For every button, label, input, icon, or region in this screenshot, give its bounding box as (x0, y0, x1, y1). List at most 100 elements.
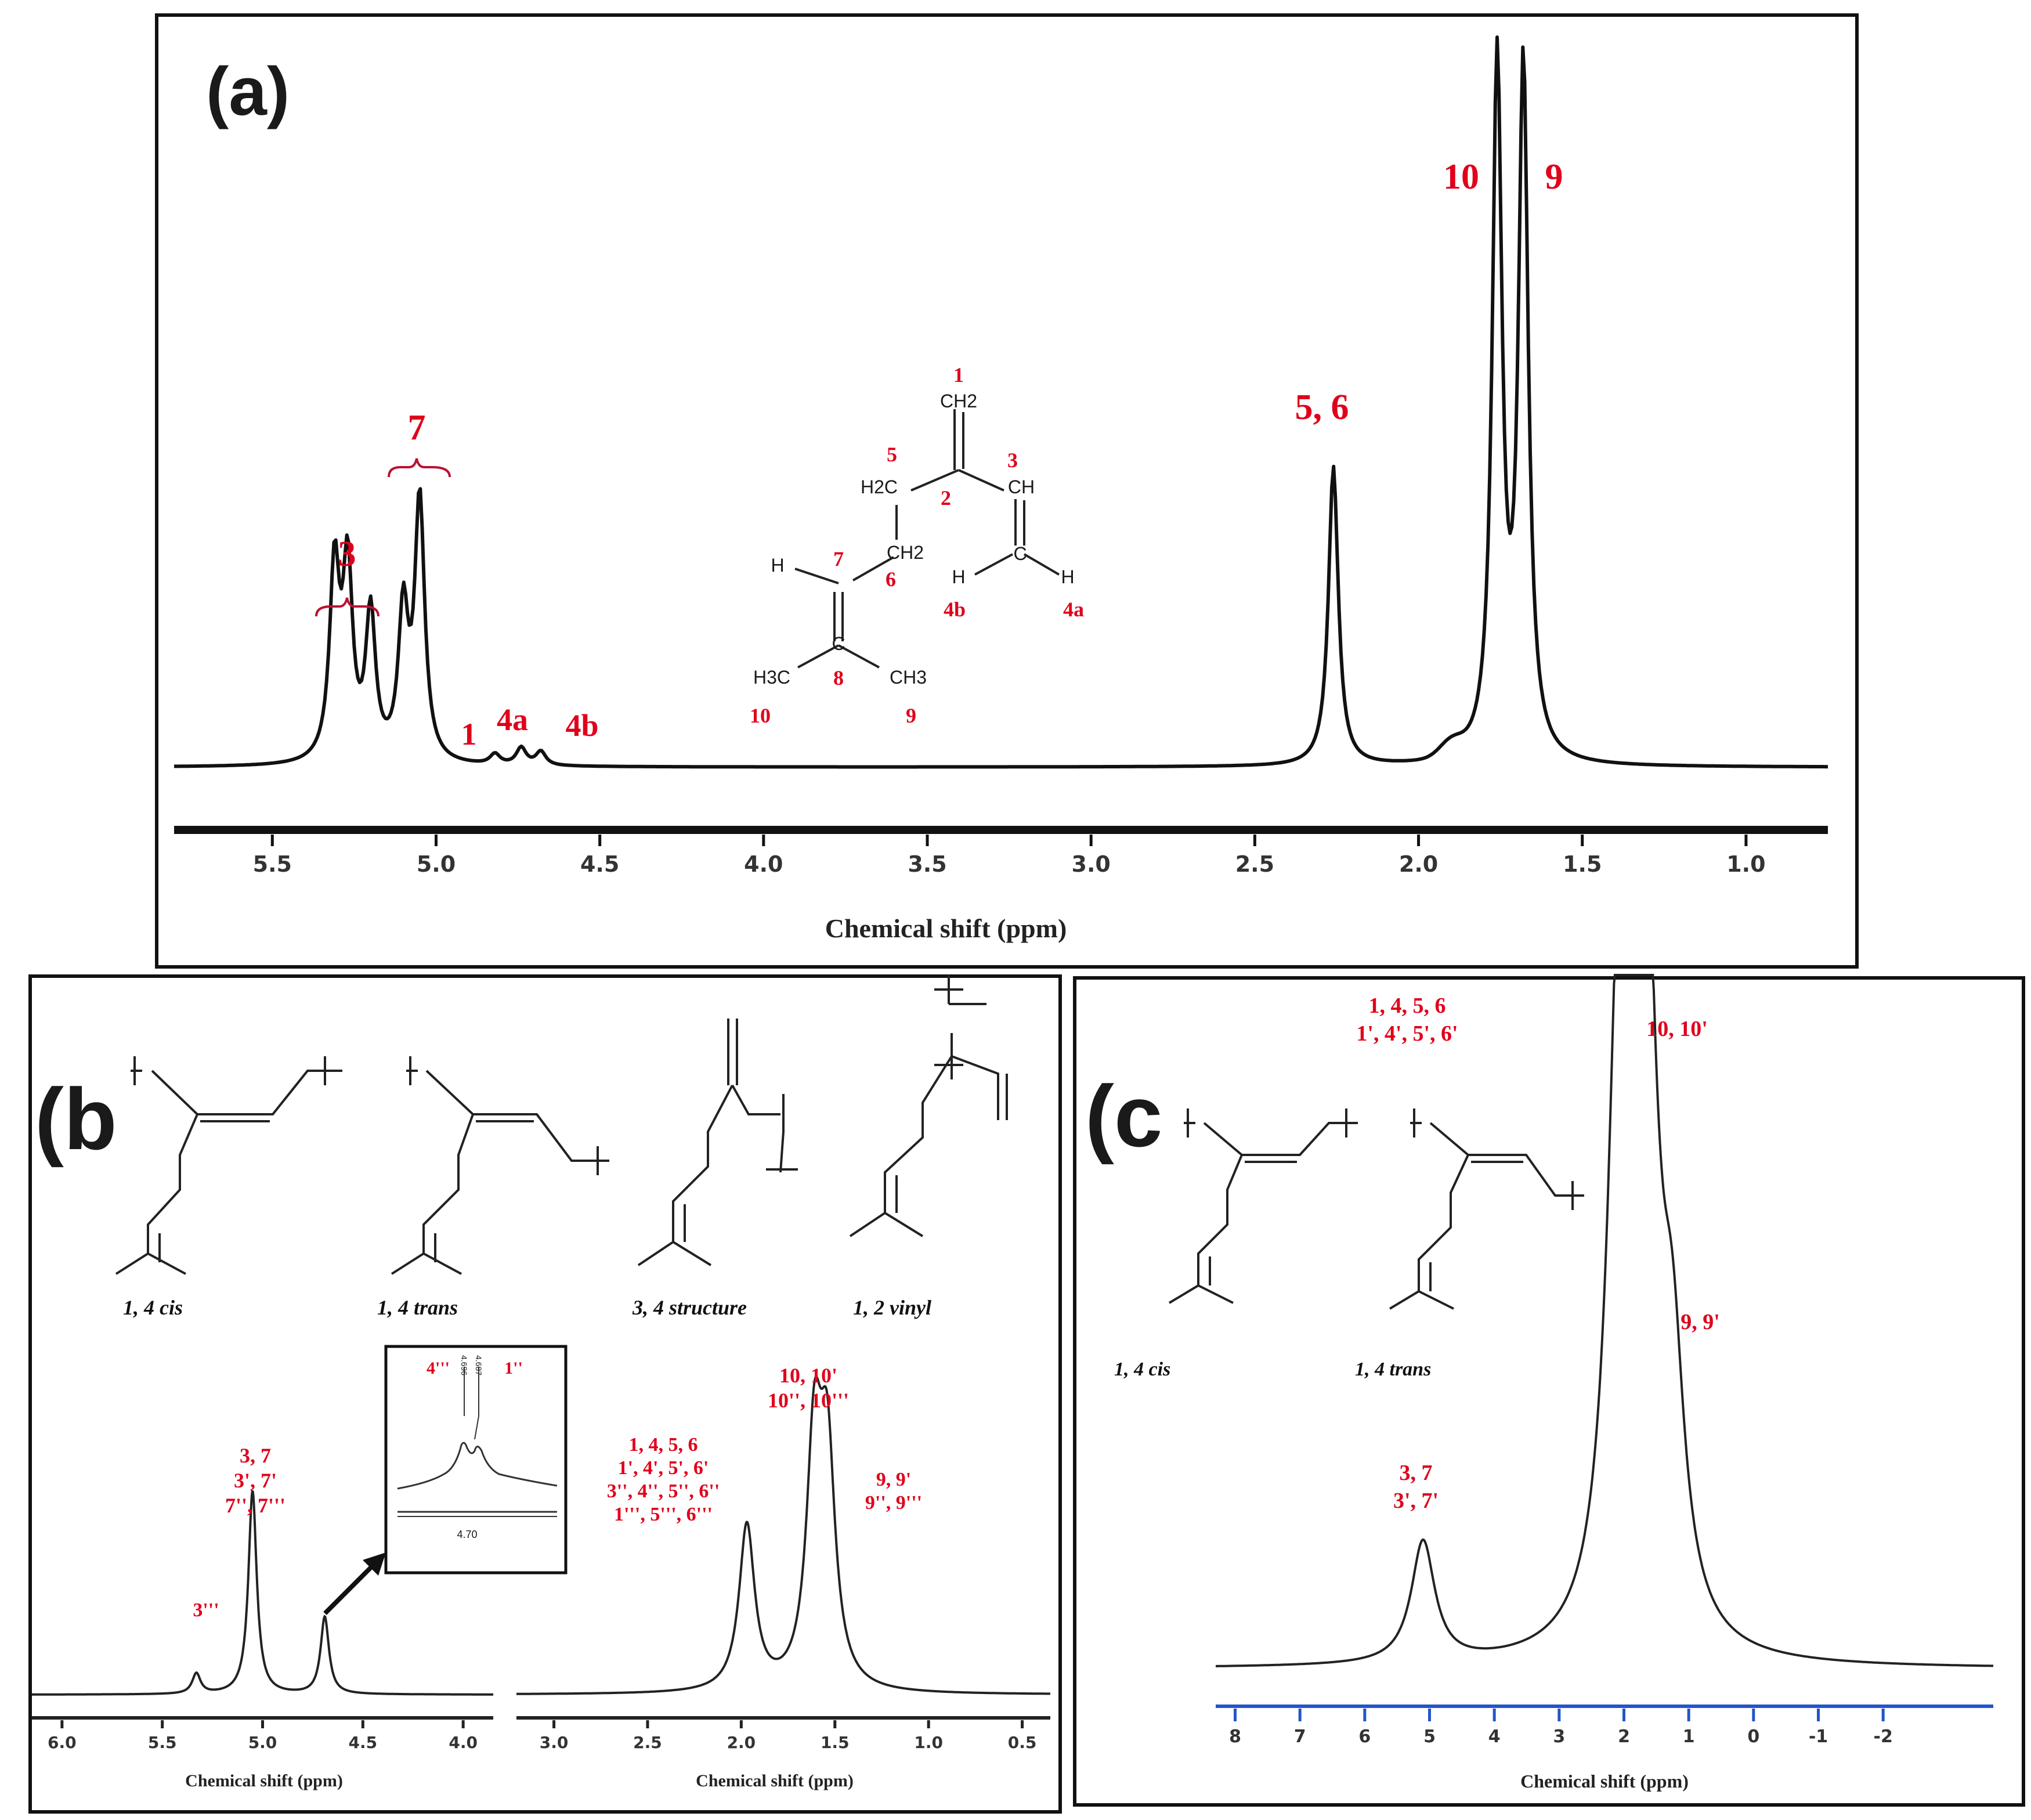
panel-a-tick-label: 2.0 (1399, 851, 1438, 877)
svg-text:H2C: H2C (861, 476, 898, 497)
svg-text:4b: 4b (944, 598, 966, 621)
panel-c-spectrum-line (1216, 974, 1993, 1667)
svg-text:1, 4, 5, 6: 1, 4, 5, 6 (629, 1434, 698, 1456)
svg-text:3', 7': 3', 7' (234, 1469, 277, 1492)
panel-c: (c 1, 4 cis 1, 4 trans 8 7 6 5 4 3 2 1 0 -1 -2 Che… (1073, 974, 2025, 1807)
panel-b-left-tick-label: 5.5 (148, 1733, 177, 1752)
panel-a-tick-label: 4.5 (580, 851, 619, 877)
svg-text:CH3: CH3 (890, 667, 927, 688)
panel-c-ticks: 8 7 6 5 4 3 2 1 0 -1 -2 (1229, 1709, 1893, 1747)
panel-c-peak-annotations: 1, 4, 5, 6 1', 4', 5', 6' 10, 10' 9, 9' … (1356, 994, 1719, 1513)
panel-b-right-tick-label: 2.0 (727, 1733, 756, 1752)
svg-text:3, 7: 3, 7 (240, 1444, 271, 1467)
svg-text:C: C (832, 633, 845, 654)
svg-text:9: 9 (906, 704, 916, 727)
peak-label-10: 10 (1443, 157, 1479, 197)
svg-text:4.687: 4.687 (474, 1355, 483, 1375)
panel-a-tick-label: 4.0 (744, 851, 783, 877)
panel-b-left-xlabel: Chemical shift (ppm) (185, 1771, 343, 1790)
peak-label-3: 3 (338, 535, 356, 574)
panel-b: (b 1, 4 cis 1, 4 trans 3, 4 structure 1,… (28, 974, 1062, 1814)
peak-label-7: 7 (408, 408, 426, 447)
svg-text:H3C: H3C (753, 667, 790, 688)
panel-b-left-spectrum-line (32, 1489, 493, 1696)
panel-c-tick-label: 2 (1618, 1727, 1630, 1747)
svg-text:5: 5 (887, 443, 897, 466)
svg-text:1', 4', 5', 6': 1', 4', 5', 6' (1356, 1021, 1458, 1046)
panel-a: (a) 5.5 5.0 4.5 4.0 3.5 3.0 2.5 2.0 1.5 1.0 Chemi… (155, 13, 1859, 969)
svg-text:1: 1 (953, 363, 964, 387)
svg-text:8: 8 (833, 666, 844, 689)
svg-text:4.70: 4.70 (457, 1529, 477, 1540)
panel-b-left-tick-label: 4.5 (349, 1733, 378, 1752)
panel-b-inset: 4''' 1'' 4.696 4.687 4.70 (384, 1345, 568, 1575)
svg-text:10, 10': 10, 10' (779, 1364, 837, 1387)
panel-a-xlabel: Chemical shift (ppm) (825, 913, 1067, 943)
svg-text:6: 6 (886, 568, 896, 591)
panel-b-right-xlabel: Chemical shift (ppm) (696, 1771, 854, 1790)
svg-text:7'', 7''': 7'', 7''' (225, 1494, 286, 1517)
svg-text:CH: CH (1008, 476, 1035, 497)
svg-text:CH2: CH2 (940, 391, 977, 411)
svg-text:3', 7': 3', 7' (1393, 1489, 1439, 1513)
svg-text:1''', 5''', 6''': 1''', 5''', 6''' (614, 1504, 713, 1525)
svg-text:10: 10 (750, 704, 771, 727)
panel-b-left-ticks: 6.0 5.5 5.0 4.5 4.0 (48, 1720, 478, 1752)
svg-text:3''': 3''' (193, 1599, 219, 1621)
panel-c-structure-captions: 1, 4 cis 1, 4 trans (1114, 1359, 1431, 1380)
peak-label-1: 1 (461, 717, 477, 752)
svg-text:1, 4 cis: 1, 4 cis (123, 1296, 183, 1319)
svg-text:3: 3 (1007, 449, 1018, 472)
panel-b-structures (115, 975, 1008, 1275)
bracket-7 (388, 458, 451, 478)
panel-c-tick-label: 3 (1553, 1727, 1565, 1747)
svg-text:1, 4, 5, 6: 1, 4, 5, 6 (1369, 994, 1446, 1018)
svg-text:4.696: 4.696 (460, 1355, 469, 1375)
svg-text:1, 4 trans: 1, 4 trans (377, 1296, 458, 1319)
panel-c-tick-label: 7 (1294, 1727, 1306, 1747)
panel-a-tick-label: 3.5 (908, 851, 946, 877)
panel-b-right-tick-label: 1.0 (914, 1733, 943, 1752)
panel-b-right-tick-label: 3.0 (540, 1733, 569, 1752)
panel-c-tick-label: 1 (1683, 1727, 1695, 1747)
panel-a-peak-annotations: 3 7 1 4a 4b 5, 6 10 9 (315, 157, 1563, 752)
panel-b-structure-captions: 1, 4 cis 1, 4 trans 3, 4 structure 1, 2 … (123, 1296, 931, 1319)
panel-c-tick-label: 0 (1747, 1727, 1759, 1747)
panel-c-frame (1073, 976, 2025, 1807)
bracket-3 (315, 597, 380, 617)
panel-a-tick-label: 1.0 (1726, 851, 1765, 877)
svg-text:4''': 4''' (427, 1359, 450, 1378)
svg-text:C: C (1013, 543, 1027, 564)
svg-text:10'', 10''': 10'', 10''' (768, 1389, 849, 1412)
panel-c-xlabel: Chemical shift (ppm) (1520, 1771, 1689, 1792)
panel-b-right-tick-label: 0.5 (1008, 1733, 1037, 1752)
panel-b-peak-annotations: 3''' 3, 7 3', 7' 7'', 7''' 1, 4, 5, 6 1'… (193, 1364, 922, 1621)
peak-label-9: 9 (1545, 157, 1563, 197)
panel-c-tick-label: -2 (1874, 1727, 1893, 1747)
panel-a-tick-label: 2.5 (1235, 851, 1274, 877)
panel-a-ticks: 5.5 5.0 4.5 4.0 3.5 3.0 2.5 2.0 1.5 1.0 (253, 835, 1766, 877)
inset-arrow-head (363, 1552, 386, 1576)
svg-text:CH2: CH2 (887, 542, 924, 563)
panel-c-label: (c (1085, 1067, 1162, 1165)
panel-b-right-tick-label: 2.5 (633, 1733, 662, 1752)
panel-c-tick-label: 5 (1423, 1727, 1436, 1747)
panel-a-label: (a) (206, 53, 290, 130)
svg-text:H: H (771, 555, 784, 576)
svg-text:H: H (952, 566, 965, 587)
svg-text:2: 2 (941, 486, 951, 510)
svg-text:1, 4 trans: 1, 4 trans (1355, 1359, 1431, 1380)
svg-text:10, 10': 10, 10' (1646, 1017, 1708, 1041)
svg-text:4a: 4a (1063, 598, 1084, 621)
panel-c-tick-label: 4 (1488, 1727, 1501, 1747)
panel-c-tick-label: 8 (1229, 1727, 1241, 1747)
svg-text:3, 7: 3, 7 (1400, 1461, 1433, 1485)
panel-c-structures (1168, 1108, 1584, 1310)
svg-text:9'', 9''': 9'', 9''' (865, 1492, 922, 1514)
panel-a-tick-label: 3.0 (1072, 851, 1111, 877)
panel-b-right-tick-label: 1.5 (821, 1733, 850, 1752)
peak-label-4a: 4a (497, 702, 528, 737)
peak-label-4b: 4b (565, 708, 598, 743)
svg-text:3, 4 structure: 3, 4 structure (632, 1296, 747, 1319)
peak-label-5-6: 5, 6 (1295, 388, 1349, 427)
